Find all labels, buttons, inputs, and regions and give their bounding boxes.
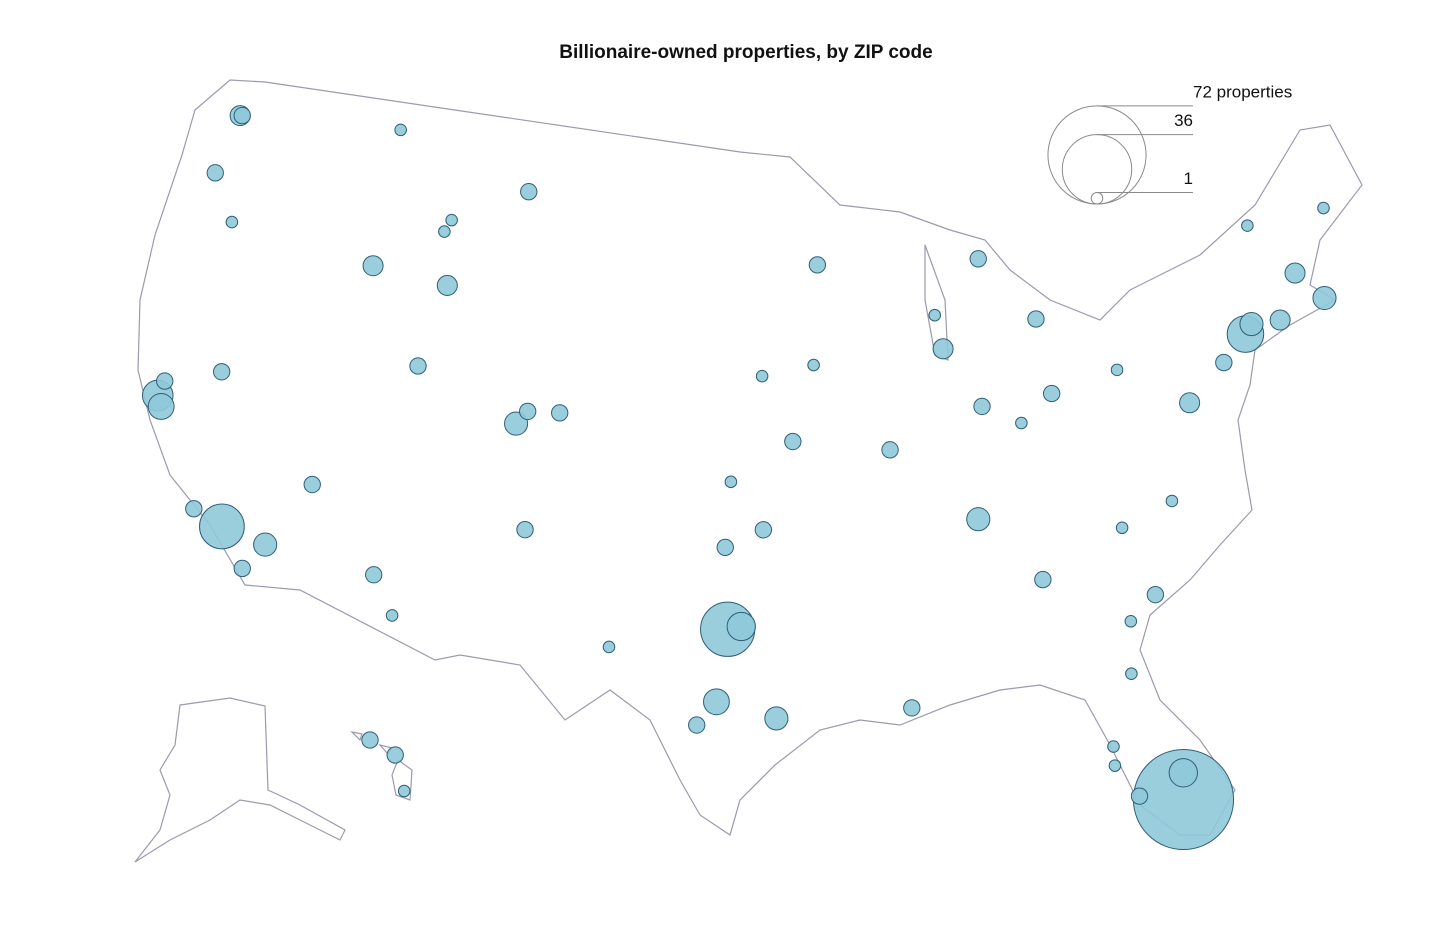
legend-circle [1047,105,1147,205]
property-bubble [438,225,451,238]
property-bubble [973,397,991,416]
bubbles [141,105,1337,851]
property-bubble [504,411,529,436]
property-bubble [361,731,379,749]
property-bubble [1124,615,1138,628]
contiguous-us [137,79,1363,836]
property-bubble [385,609,399,622]
property-bubble [233,106,251,125]
map-title: Billionaire-owned properties, by ZIP cod… [559,42,932,63]
property-bubble [1027,310,1045,328]
legend-circle [1061,134,1133,205]
property-bubble [445,213,458,227]
property-bubble [1317,201,1330,215]
property-bubble [1284,262,1306,284]
property-bubble [1215,353,1233,372]
property-bubble [1241,219,1254,232]
property-bubble [928,308,942,322]
property-bubble [253,532,278,557]
property-bubble [436,274,458,296]
property-bubble [703,688,730,716]
property-bubble [726,611,756,642]
property-bubble [932,338,954,360]
property-bubble [1269,309,1291,331]
property-bubble [764,706,789,731]
property-bubble [602,640,616,654]
alaska [134,697,346,863]
property-bubble [1107,740,1120,753]
property-bubble [365,566,383,584]
property-bubble [903,699,921,717]
property-bubble [386,746,404,764]
property-bubble [303,475,321,494]
property-bubble [1015,416,1028,430]
property-bubble [807,358,820,372]
property-bubble [755,369,769,383]
property-bubble [362,255,384,277]
property-bubble [969,250,987,268]
legend-label: 1 [1184,169,1193,188]
property-bubble [409,357,427,375]
property-bubble [716,538,734,557]
legend-circle [1090,191,1104,205]
property-bubble [1168,758,1198,788]
property-bubble [784,432,802,451]
property-bubble [516,520,534,539]
property-bubble [724,475,738,489]
property-bubble [520,183,538,201]
legend-label: 72 properties [1193,82,1292,101]
property-bubble [1130,787,1149,805]
property-bubble [1125,667,1138,680]
property-bubble [1179,392,1201,414]
property-bubble [688,716,706,734]
property-bubble [212,363,231,381]
property-bubble [808,256,827,274]
property-bubble [199,503,245,550]
property-bubble [206,164,224,182]
property-bubble [397,784,411,798]
property-bubble [1239,311,1264,337]
property-bubble [147,393,175,420]
property-bubble [1043,384,1061,403]
property-bubble [233,559,251,578]
property-bubble [1146,585,1165,604]
property-bubble [1108,759,1122,772]
property-bubble [394,123,407,137]
property-bubble [551,404,569,422]
property-bubble [519,402,537,421]
property-bubble [1115,521,1129,535]
property-bubble [156,372,174,390]
property-bubble [1312,285,1337,311]
property-bubble [881,441,899,459]
legend-label: 36 [1174,111,1193,130]
property-bubble [1110,363,1124,377]
property-bubble [225,215,239,229]
property-bubble [966,507,991,532]
property-bubble [185,500,203,518]
outlines [134,79,1363,863]
property-bubble [1034,570,1052,589]
property-bubble [1165,494,1179,508]
property-bubble [754,521,773,539]
